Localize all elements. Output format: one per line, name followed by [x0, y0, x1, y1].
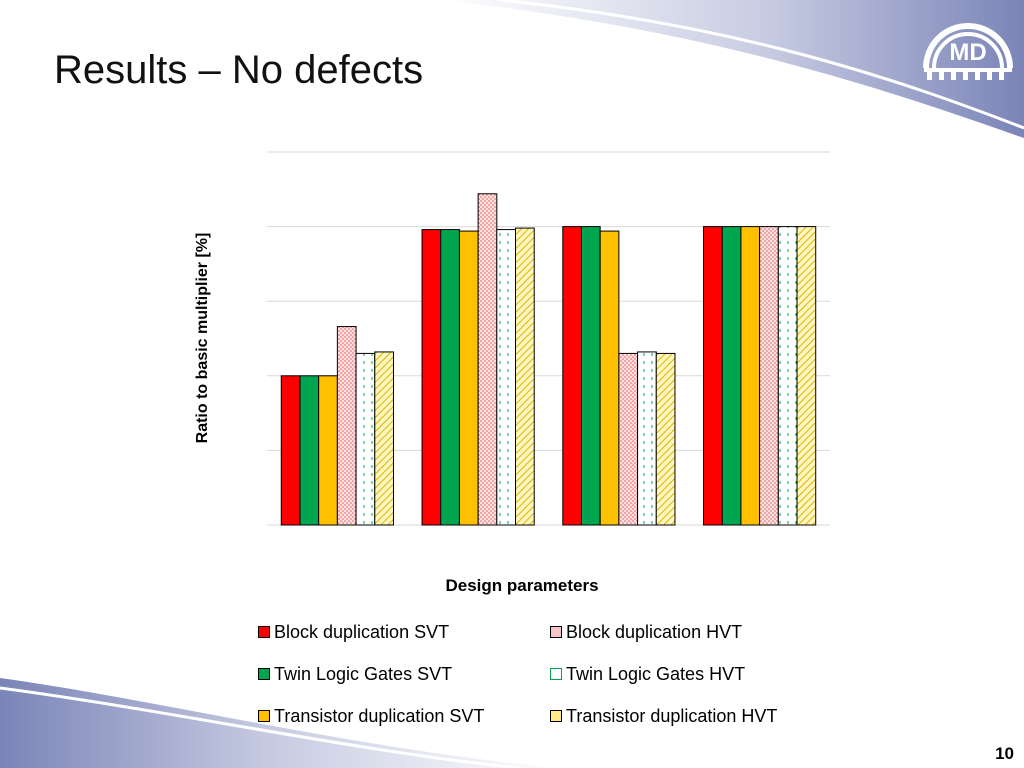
bar-transistor-duplication-svt-group-2 — [458, 230, 479, 526]
bar-block-duplication-svt-group-2 — [421, 229, 442, 526]
top-right-swoosh — [440, 0, 1024, 138]
bar-block-duplication-svt-group-1 — [280, 375, 301, 526]
bar-twin-logic-gates-svt-group-3 — [580, 226, 601, 526]
bar-twin-logic-gates-hvt-group-3 — [637, 351, 657, 526]
bars — [280, 193, 817, 526]
bar-twin-logic-gates-svt-group-2 — [440, 229, 460, 526]
bar-transistor-duplication-hvt-group-2 — [515, 227, 535, 526]
bar-twin-logic-gates-svt-group-1 — [299, 375, 320, 526]
legend-swatch — [258, 668, 270, 680]
bar-block-duplication-hvt-group-3 — [618, 352, 639, 526]
legend-item: Transistor duplication HVT — [550, 706, 777, 726]
bar-transistor-duplication-hvt-group-1 — [374, 351, 394, 526]
legend-swatch — [550, 668, 562, 680]
legend-label: Block duplication HVT — [566, 621, 743, 642]
logo-text: MD — [949, 39, 986, 66]
bar-transistor-duplication-svt-group-1 — [318, 375, 338, 526]
legend-label: Twin Logic Gates SVT — [274, 663, 453, 684]
page-number: 10 — [995, 744, 1014, 763]
slide-title: Results – No defects — [54, 48, 424, 92]
bar-twin-logic-gates-hvt-group-2 — [496, 229, 517, 526]
legend-label: Twin Logic Gates HVT — [566, 663, 746, 684]
bar-twin-logic-gates-hvt-group-4 — [777, 226, 798, 526]
legend-item: Block duplication HVT — [550, 622, 742, 642]
legend-item: Twin Logic Gates HVT — [550, 664, 745, 684]
logo-pins — [927, 72, 1004, 80]
md-logo: MD — [923, 23, 1013, 80]
bar-block-duplication-hvt-group-2 — [477, 193, 498, 526]
legend-item: Twin Logic Gates SVT — [258, 664, 452, 684]
bottom-left-swoosh — [0, 678, 560, 768]
bar-transistor-duplication-svt-group-4 — [740, 226, 761, 526]
legend-label: Block duplication SVT — [274, 621, 450, 642]
x-axis-label: Design parameters — [445, 576, 599, 595]
legend-item: Block duplication SVT — [258, 622, 449, 642]
bar-block-duplication-svt-group-3 — [562, 226, 582, 526]
legend-swatch — [258, 710, 270, 722]
bar-transistor-duplication-svt-group-3 — [599, 230, 620, 526]
bottom-left-swoosh-line — [0, 686, 521, 768]
top-right-swoosh-line — [499, 0, 1024, 130]
legend-item: Transistor duplication SVT — [258, 706, 484, 726]
y-axis-label: Ratio to basic multiplier [%] — [194, 232, 211, 444]
bar-block-duplication-svt-group-4 — [703, 226, 723, 526]
bar-block-duplication-hvt-group-4 — [759, 226, 779, 526]
bar-twin-logic-gates-svt-group-4 — [721, 226, 742, 526]
legend-label: Transistor duplication SVT — [274, 705, 485, 726]
legend-swatch — [550, 626, 562, 638]
bar-transistor-duplication-hvt-group-4 — [796, 226, 817, 526]
bar-twin-logic-gates-hvt-group-1 — [355, 352, 376, 526]
legend-swatch — [550, 710, 562, 722]
bar-block-duplication-hvt-group-1 — [336, 326, 357, 526]
legend-swatch — [258, 626, 270, 638]
bar-transistor-duplication-hvt-group-3 — [655, 352, 676, 526]
legend-label: Transistor duplication HVT — [566, 705, 778, 726]
